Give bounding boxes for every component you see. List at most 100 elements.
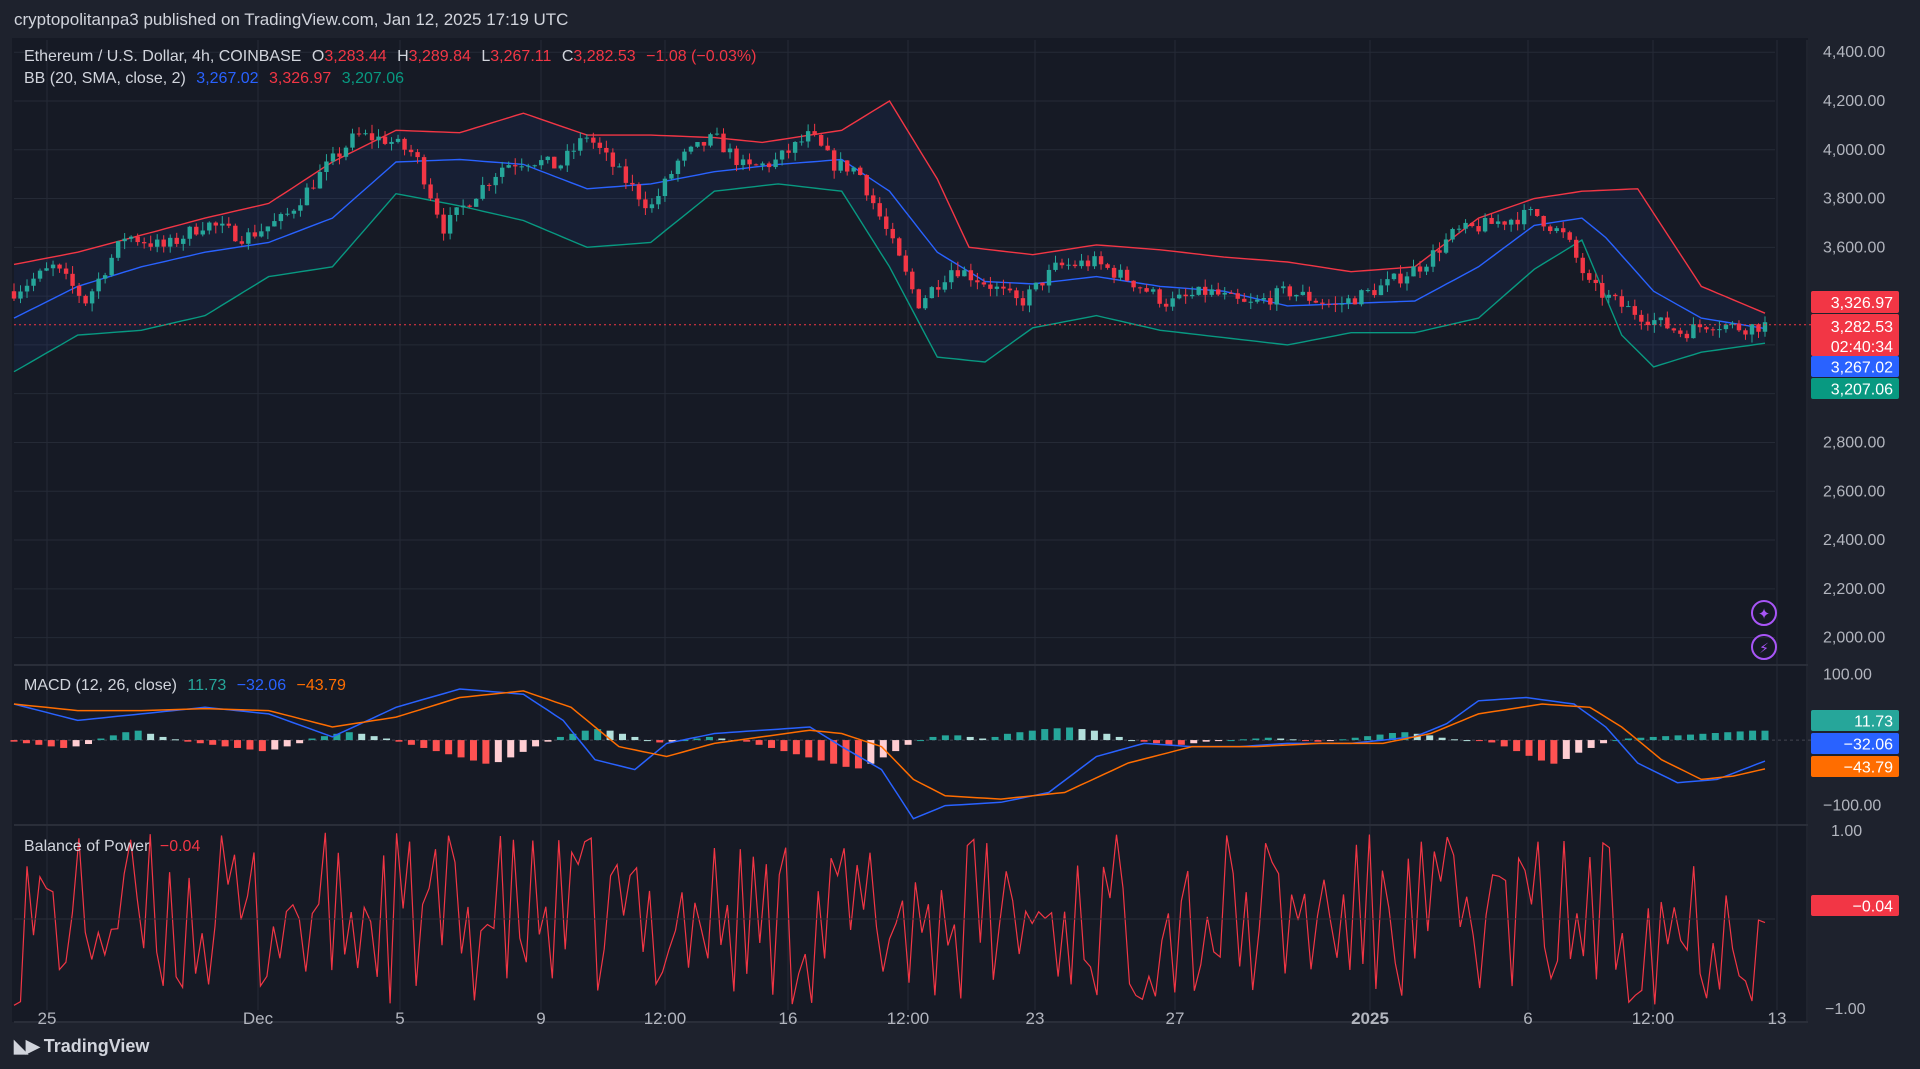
bb-label[interactable]: BB (20, SMA, close, 2) <box>24 70 186 87</box>
candle-body <box>1313 300 1319 303</box>
macd-hist-bar <box>1662 736 1670 741</box>
macd-hist-bar <box>1239 739 1247 741</box>
tradingview-logo[interactable]: ◣▶ TradingView <box>14 1036 149 1057</box>
time-tick-label: 12:00 <box>644 1009 687 1028</box>
bollinger-bands <box>13 100 1766 373</box>
candle-body <box>1001 286 1006 289</box>
candle-body <box>799 141 804 143</box>
candle-body <box>1378 285 1384 296</box>
candle-body <box>1020 298 1026 306</box>
macd-hist-bar <box>159 736 167 741</box>
macd-hist-bar <box>519 740 527 752</box>
macd-hist-value: 11.73 <box>187 677 227 694</box>
candle-body <box>102 275 108 279</box>
candle-body <box>1274 288 1280 305</box>
macd-hist-bar <box>532 740 540 747</box>
time-tick-label: 5 <box>395 1009 404 1028</box>
candle-body <box>1242 298 1247 302</box>
candle-body <box>1652 320 1657 326</box>
macd-hist-bar <box>97 738 105 741</box>
macd-hist-bar <box>1513 740 1521 752</box>
candle-body <box>1144 288 1149 292</box>
candle-body <box>1489 217 1494 224</box>
macd-hist-bar <box>134 730 142 741</box>
candle-body <box>155 239 160 247</box>
bb-upper-line <box>13 100 1766 314</box>
candle-body <box>1704 327 1709 330</box>
bop-badge-text: −0.04 <box>1853 899 1894 916</box>
macd-hist-bar <box>1140 740 1148 742</box>
bop-label[interactable]: Balance of Power <box>24 838 150 855</box>
macd-hist-bar <box>1302 740 1310 742</box>
candle-body <box>1600 283 1605 298</box>
macd-hist-bar <box>941 735 949 741</box>
candle-body <box>1671 328 1677 331</box>
candle-body <box>617 166 622 168</box>
bb-basis-line <box>13 158 1766 330</box>
countdown-text: 02:40:34 <box>1831 339 1893 356</box>
candle-body <box>558 165 563 169</box>
macd-hist-bar <box>60 740 68 748</box>
candle-body <box>1150 289 1156 292</box>
macd-hist-bar <box>1699 733 1707 741</box>
macd-hist-bar <box>469 740 477 761</box>
candle-body <box>1717 329 1722 331</box>
macd-line-badge-text: −32.06 <box>1844 737 1893 754</box>
candle-body <box>460 205 466 208</box>
macd-hist-bar <box>445 740 453 755</box>
candle-body <box>988 284 993 289</box>
candle-body <box>1040 282 1045 286</box>
candle-body <box>298 205 303 211</box>
macd-hist-bar <box>1289 739 1297 741</box>
macd-hist-bar <box>1053 728 1061 741</box>
candle-body <box>708 134 713 146</box>
candle-body <box>454 207 459 215</box>
candle-body <box>1743 330 1748 335</box>
macd-label[interactable]: MACD (12, 26, close) <box>24 677 177 694</box>
macd-hist-bar <box>85 740 93 745</box>
candle-body <box>1554 228 1559 232</box>
macd-hist-bar <box>1438 737 1446 741</box>
price-tick-label: 4,200.00 <box>1823 93 1885 110</box>
macd-hist-bar <box>1090 730 1098 741</box>
candle-body <box>1645 321 1651 326</box>
lightning-icon[interactable]: ⚡ <box>1751 634 1777 660</box>
candle-body <box>467 205 472 207</box>
candle-body <box>1222 292 1227 295</box>
candle-body <box>148 243 153 247</box>
macd-hist-bar <box>420 740 428 748</box>
candle-body <box>1587 273 1592 280</box>
time-tick-label: 13 <box>1768 1009 1787 1028</box>
change-value: −1.08 (−0.03%) <box>646 48 757 65</box>
high-value: 3,289.84 <box>408 48 471 65</box>
bb-basis-value: 3,267.02 <box>196 70 259 87</box>
macd-signal-badge <box>1811 756 1899 777</box>
candle-body <box>662 178 668 197</box>
price-tick-label: 2,200.00 <box>1823 581 1885 598</box>
candle-body <box>1124 269 1130 281</box>
macd-hist-bar <box>1711 733 1719 741</box>
candle-body <box>1118 269 1123 278</box>
bb-legend: BB (20, SMA, close, 2) 3,267.02 3,326.97… <box>24 70 410 88</box>
value-badges: 3,326.97 3,282.53 02:40:34 3,267.02 3,207.06… <box>1811 291 1899 916</box>
macd-hist-bar <box>358 733 366 741</box>
candle-body <box>350 133 355 148</box>
macd-hist-bar <box>1488 740 1496 743</box>
ai-assistant-icon[interactable]: ✦ <box>1751 600 1777 626</box>
symbol-title[interactable]: Ethereum / U.S. Dollar, 4h, COINBASE <box>24 48 302 65</box>
candle-body <box>936 287 941 290</box>
candle-body <box>871 195 876 204</box>
time-tick-label: 9 <box>536 1009 545 1028</box>
time-tick-label: Dec <box>243 1009 274 1028</box>
macd-line <box>13 688 1766 820</box>
macd-hist-bar <box>1537 740 1545 761</box>
candle-body <box>96 278 101 292</box>
candle-body <box>1092 256 1097 267</box>
macd-hist-bar <box>1041 729 1049 741</box>
candle-body <box>421 157 427 185</box>
candle-body <box>1014 290 1019 299</box>
candle-body <box>506 165 511 168</box>
macd-pane <box>10 688 1811 820</box>
macd-hist-bar <box>1388 733 1396 741</box>
